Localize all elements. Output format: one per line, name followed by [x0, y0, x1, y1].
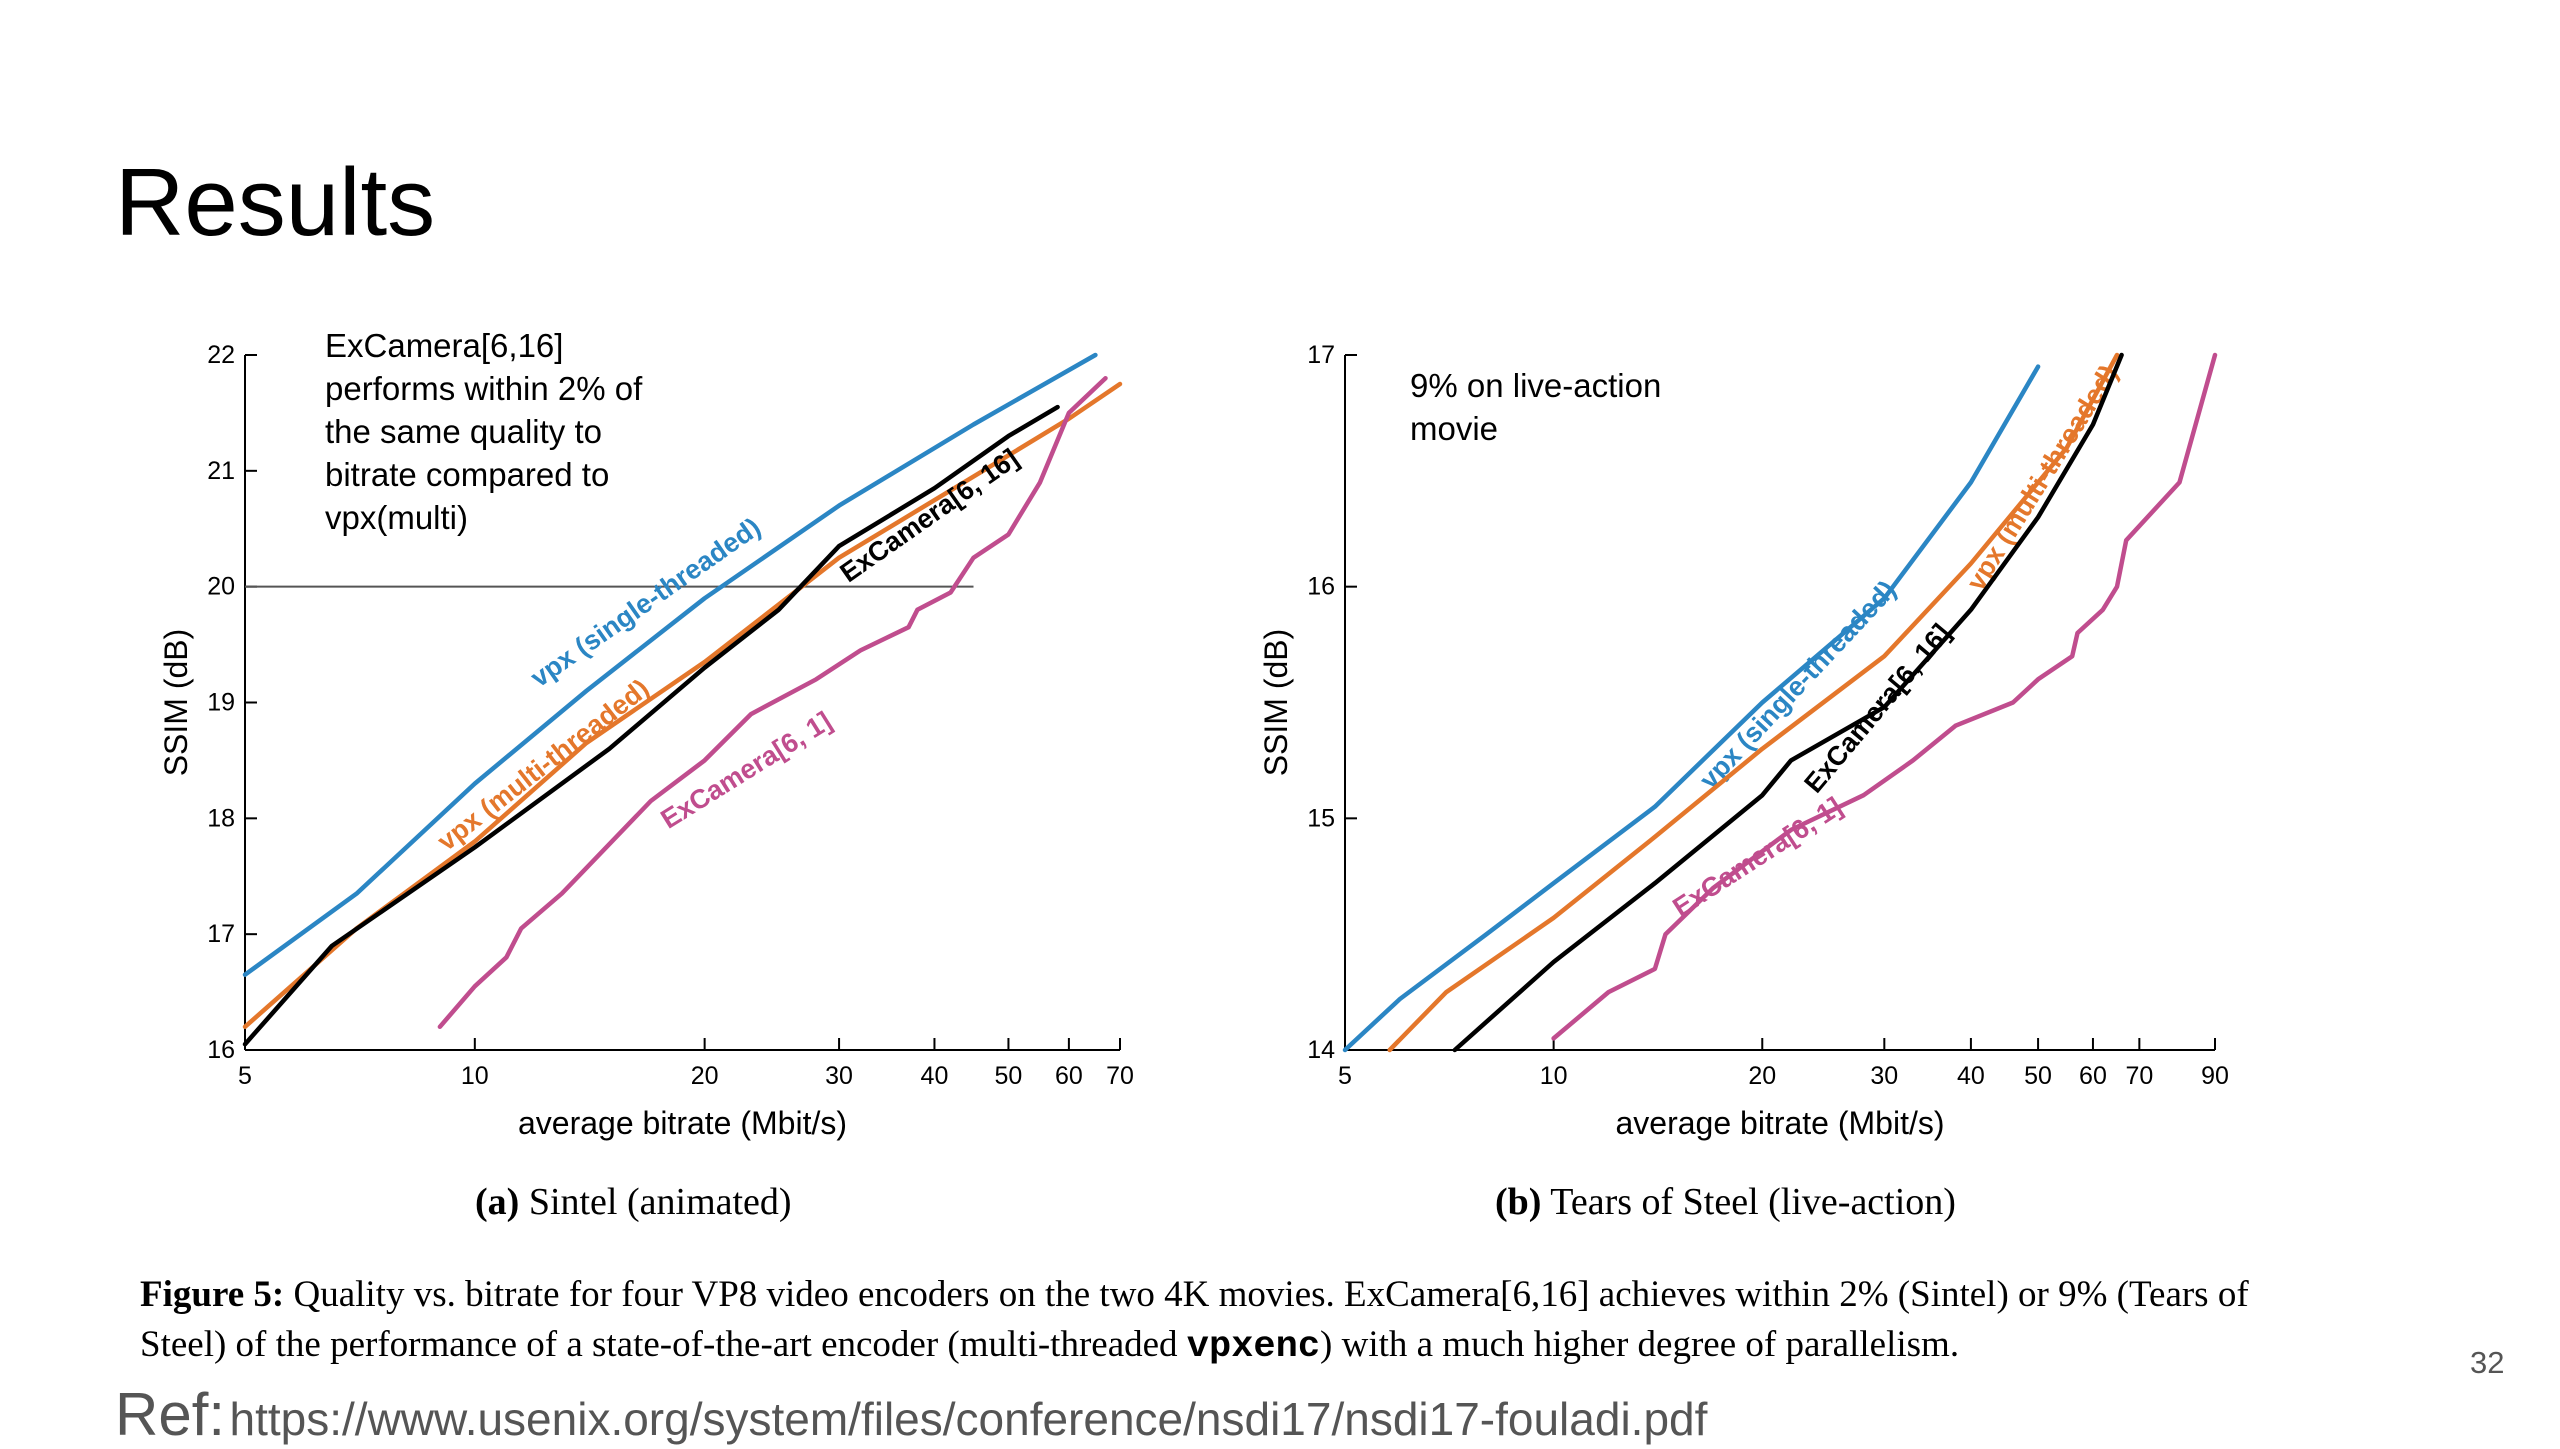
series-label-vpx-single-threaded: vpx (single-threaded): [525, 512, 766, 693]
x-tick-label: 90: [2201, 1062, 2229, 1090]
series-label-vpx-multi-threaded: vpx (multi-threaded): [1961, 360, 2124, 596]
x-tick-label: 5: [238, 1062, 252, 1090]
reference: Ref: https://www.usenix.org/system/files…: [115, 1380, 1707, 1449]
x-axis-label: average bitrate (Mbit/s): [518, 1105, 847, 1141]
subcaption-b-text: Tears of Steel (live-action): [1550, 1181, 1956, 1223]
series-label-excamera-6-16: ExCamera[6, 16]: [835, 443, 1024, 588]
y-tick-label: 18: [207, 804, 235, 832]
x-tick-label: 50: [995, 1062, 1023, 1090]
chart-annotation: 9% on live-action movie: [1410, 367, 1661, 447]
series-line-vpx-single-threaded: [242, 352, 1098, 977]
x-tick-label: 10: [461, 1062, 489, 1090]
y-tick-label: 15: [1307, 804, 1335, 832]
x-tick-label: 40: [921, 1062, 949, 1090]
x-tick-label: 30: [825, 1062, 853, 1090]
series-line-excamera-6-1: [437, 375, 1108, 1030]
x-tick-label: 60: [1055, 1062, 1083, 1090]
y-axis-label: SSIM (dB): [1258, 629, 1294, 777]
slide-title: Results: [115, 149, 436, 256]
chart-tears-of-steel: 14 15 16 17 5 10 20 30 40 50 60 70 90 average bitrate…: [1258, 341, 2229, 1141]
subcaption-a: (a) Sintel (animated): [475, 1180, 792, 1224]
annotation-line: 9% on live-action: [1410, 367, 1661, 404]
annotation-line: bitrate compared to: [325, 456, 609, 493]
annotation-line: ExCamera[6,16]: [325, 327, 563, 364]
caption-label: Figure 5:: [140, 1274, 285, 1315]
y-axis-label: SSIM (dB): [158, 629, 194, 777]
x-tick-label: 40: [1957, 1062, 1985, 1090]
series-line-excamera-6-16: [242, 404, 1060, 1047]
series-label-excamera-6-1: ExCamera[6, 1]: [656, 706, 837, 835]
series-label-vpx-single-threaded: vpx (single-threaded): [1694, 575, 1902, 795]
x-tick-label: 50: [2024, 1062, 2052, 1090]
annotation-line: movie: [1410, 410, 1498, 447]
y-tick-label: 17: [1307, 341, 1335, 369]
x-tick-label: 20: [1748, 1062, 1776, 1090]
y-tick-label: 19: [207, 689, 235, 717]
series-line-excamera-6-16: [1452, 352, 2124, 1053]
chart-sintel: 16 17 18 19 20 21 22 5 10 20 30 40 50 60 70 average bit…: [158, 327, 1134, 1141]
subcaption-a-text: Sintel (animated): [528, 1181, 792, 1223]
series-line-excamera-6-1: [1551, 352, 2218, 1041]
x-tick-label: 60: [2079, 1062, 2107, 1090]
x-tick-label: 10: [1540, 1062, 1568, 1090]
reference-url[interactable]: https://www.usenix.org/system/files/conf…: [229, 1393, 1708, 1445]
x-tick-label: 70: [1106, 1062, 1134, 1090]
y-tick-label: 14: [1307, 1036, 1335, 1064]
subcaption-a-label: (a): [475, 1181, 520, 1223]
caption-code: vpxenc: [1186, 1326, 1321, 1368]
annotation-line: the same quality to: [325, 413, 602, 450]
y-tick-label: 20: [207, 573, 235, 601]
x-tick-label: 20: [691, 1062, 719, 1090]
y-tick-label: 16: [207, 1036, 235, 1064]
series-line-vpx-single-threaded: [1342, 364, 2041, 1053]
caption-text-1: Quality vs. bitrate for four VP8 video e…: [140, 1274, 2249, 1365]
x-tick-label: 5: [1338, 1062, 1352, 1090]
chart-annotation: ExCamera[6,16] performs within 2% of the s…: [325, 327, 643, 536]
y-tick-label: 22: [207, 341, 235, 369]
y-tick-label: 21: [207, 457, 235, 485]
annotation-line: vpx(multi): [325, 499, 468, 536]
series-label-excamera-6-1: ExCamera[6, 1]: [1667, 791, 1847, 922]
y-tick-label: 16: [1307, 573, 1335, 601]
annotation-line: performs within 2% of: [325, 370, 643, 407]
series-line-vpx-multi-threaded: [1387, 352, 2120, 1053]
y-tick-label: 17: [207, 920, 235, 948]
figure-caption: Figure 5: Quality vs. bitrate for four V…: [140, 1270, 2300, 1372]
reference-prefix: Ref:: [115, 1381, 226, 1448]
page-number: 32: [2470, 1345, 2505, 1380]
subcaption-b-label: (b): [1495, 1181, 1542, 1223]
subcaption-b: (b) Tears of Steel (live-action): [1495, 1180, 1956, 1224]
x-axis-label: average bitrate (Mbit/s): [1615, 1105, 1944, 1141]
x-tick-label: 70: [2125, 1062, 2153, 1090]
x-tick-label: 30: [1870, 1062, 1898, 1090]
caption-text-2: ) with a much higher degree of paralleli…: [1320, 1324, 1960, 1365]
